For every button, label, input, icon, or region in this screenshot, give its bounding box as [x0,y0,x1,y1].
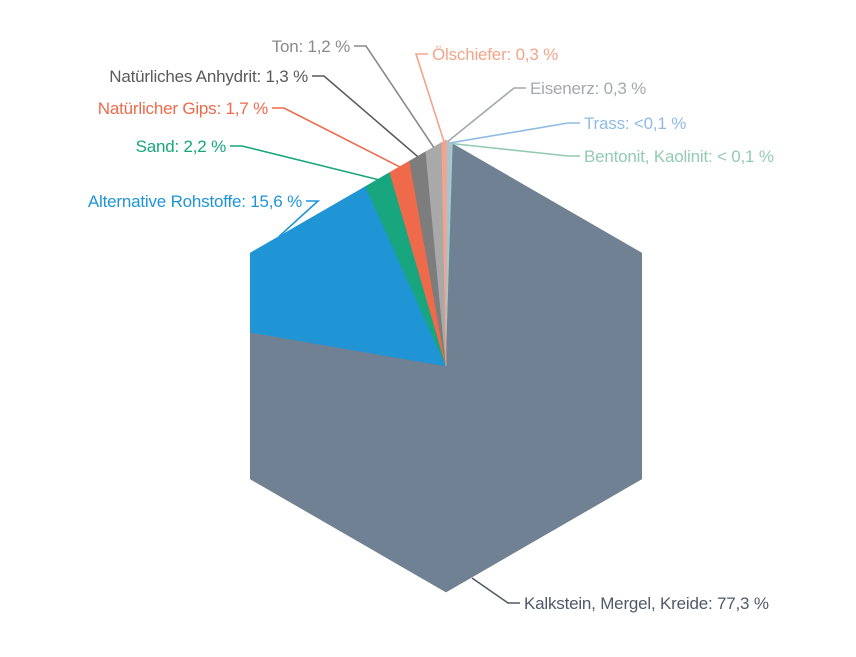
slice-label-kalkstein: Kalkstein, Mergel, Kreide: 77,3 % [524,594,769,613]
leader-line [312,75,419,158]
slice-label-eisenerz: Eisenerz: 0,3 % [530,79,646,98]
slice-label-oelschiefer: Ölschiefer: 0,3 % [432,45,558,64]
slice-label-natuerlicher-gips: Natürlicher Gips: 1,7 % [98,99,268,118]
leader-line [278,200,321,237]
leader-line [450,122,580,144]
pie-slices [249,139,643,593]
slice-label-trass: Trass: <0,1 % [584,114,686,133]
pie-slice-kalkstein-mergel-kreide [249,143,643,593]
leader-line [230,145,378,181]
slice-labels: Kalkstein, Mergel, Kreide: 77,3 % Altern… [88,37,774,613]
leader-line [354,45,435,148]
leader-line [272,107,400,168]
leader-lines [230,45,580,604]
slice-label-sand: Sand: 2,2 % [136,137,227,156]
leader-line [471,577,520,604]
slice-label-bentonit-kaolinit: Bentonit, Kaolinit: < 0,1 % [584,147,774,166]
leader-line [414,53,445,142]
leader-line [447,87,526,142]
slice-label-alternative-rohstoffe: Alternative Rohstoffe: 15,6 % [88,192,302,211]
leader-line [452,142,580,157]
slice-label-ton: Ton: 1,2 % [272,37,350,56]
slice-label-natuerliches-anhydrit: Natürliches Anhydrit: 1,3 % [109,67,308,86]
